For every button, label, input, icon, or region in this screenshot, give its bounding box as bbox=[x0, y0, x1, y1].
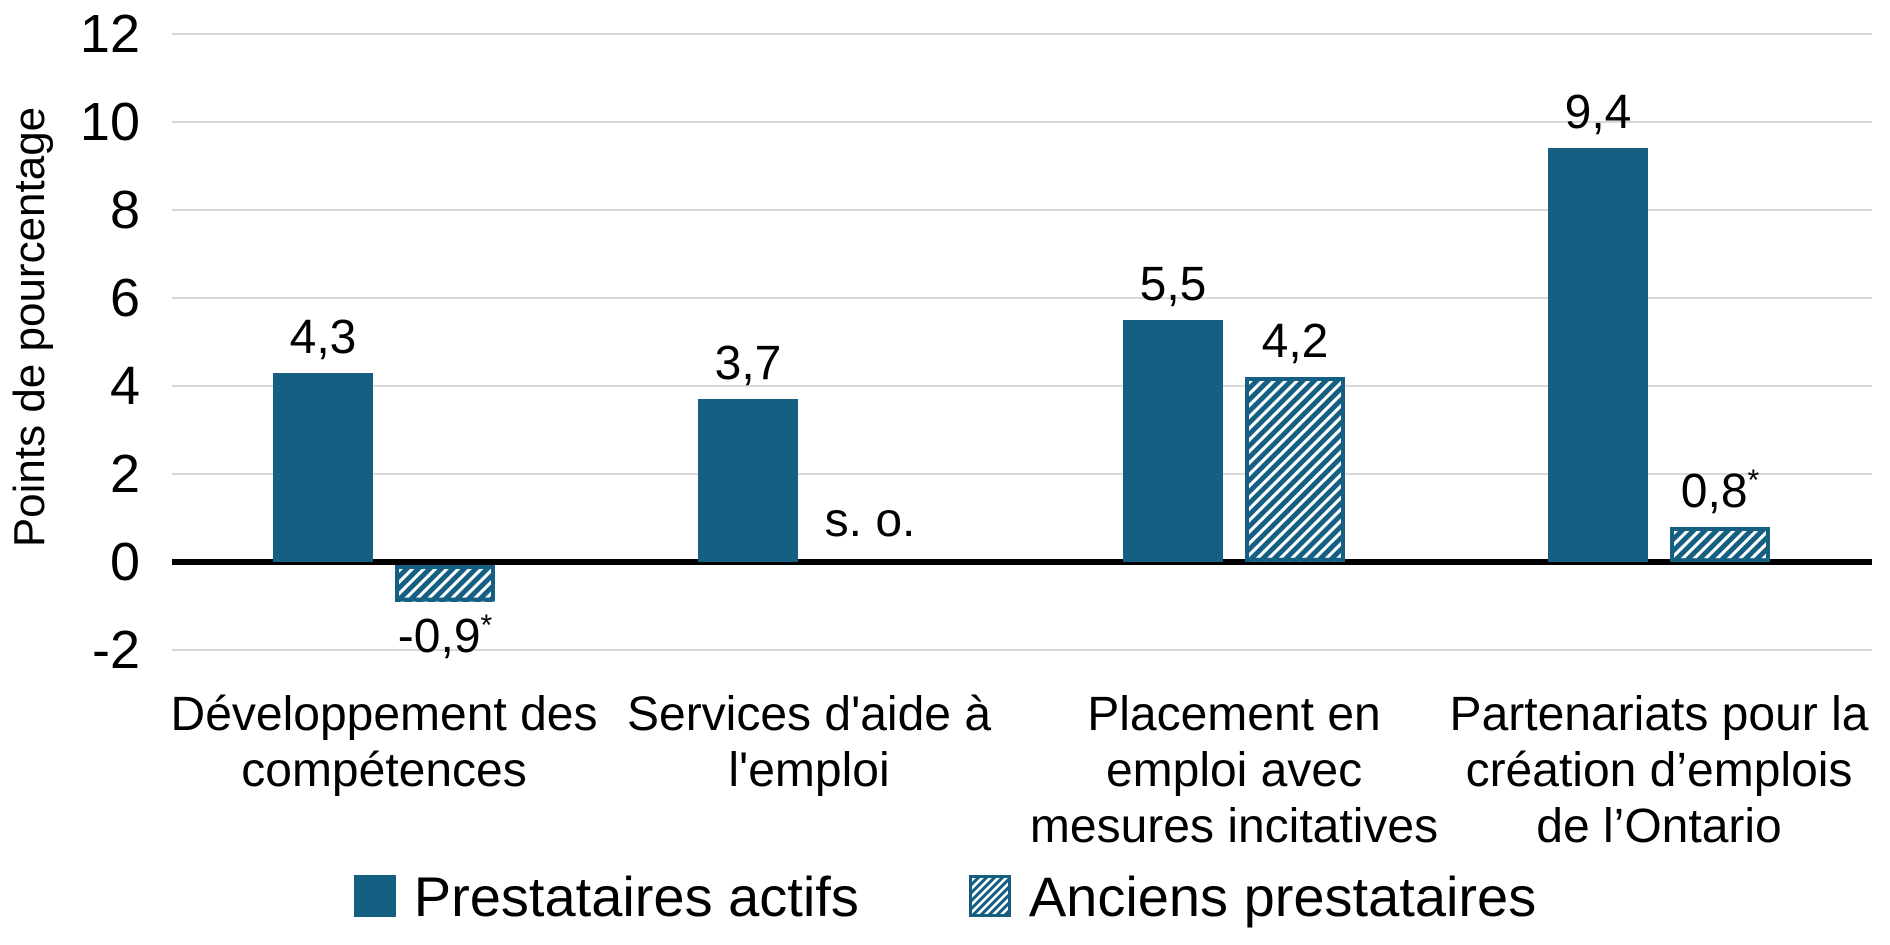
hatch-pattern bbox=[1670, 526, 1770, 562]
y-tick-label: 10 bbox=[79, 92, 140, 152]
x-axis-line bbox=[172, 559, 1872, 565]
y-tick-label: 0 bbox=[109, 532, 140, 592]
category-label-line: Développement des bbox=[170, 688, 598, 741]
gridline bbox=[172, 297, 1872, 299]
hatch-pattern bbox=[1245, 377, 1345, 562]
y-tick-label: 2 bbox=[109, 444, 140, 504]
y-tick-label: 4 bbox=[109, 356, 140, 416]
hatch-pattern bbox=[917, 869, 1066, 923]
significance-asterisk: * bbox=[480, 608, 493, 642]
bar-anciens-prestataires bbox=[1245, 377, 1345, 562]
category-label-line: compétences bbox=[241, 744, 527, 797]
y-tick-label: -2 bbox=[91, 620, 140, 680]
significance-asterisk: * bbox=[1747, 463, 1760, 497]
gridline bbox=[172, 209, 1872, 211]
legend-label: Prestataires actifs bbox=[413, 864, 859, 928]
legend-swatch-solid bbox=[353, 875, 396, 917]
bar-prestataires-actifs bbox=[1123, 320, 1223, 562]
bar-prestataires-actifs bbox=[698, 399, 798, 562]
y-tick-label: 12 bbox=[79, 4, 140, 64]
category-label: Partenariats pour la création d’emplois de… bbox=[1429, 687, 1889, 855]
bar-value-label: 0,8* bbox=[1680, 463, 1760, 518]
bar-value-label: 4,3 bbox=[289, 310, 357, 364]
bar-value-label: 4,2 bbox=[1261, 315, 1329, 369]
bar-anciens-prestataires bbox=[1670, 526, 1770, 562]
legend-item-prestataires-actifs: Prestataires actifs bbox=[353, 864, 859, 929]
bar-anciens-prestataires bbox=[395, 565, 495, 602]
gridline bbox=[172, 473, 1872, 475]
category-label-line: Partenariats pour la bbox=[1449, 688, 1869, 741]
legend: Prestataires actifs Anciens prestataires bbox=[0, 853, 1890, 939]
bar-value-label: -0,9* bbox=[397, 608, 493, 663]
legend-item-anciens-prestataires: Anciens prestataires bbox=[917, 864, 1537, 929]
bar-value-label: 5,5 bbox=[1139, 258, 1207, 311]
category-label: Développement des compétences bbox=[154, 687, 614, 799]
category-label-line: Placement en bbox=[1087, 688, 1381, 741]
category-label: Services d'aide à l'emploi bbox=[579, 687, 1039, 799]
legend-swatch-hatched bbox=[917, 869, 1066, 923]
category-label-line: emploi avec bbox=[1105, 744, 1363, 797]
category-label-line: création d’emplois bbox=[1465, 744, 1853, 797]
y-tick-label: 6 bbox=[109, 268, 140, 328]
bar-value-label: 3,7 bbox=[714, 337, 782, 391]
bar-value-label: 9,4 bbox=[1564, 86, 1632, 140]
category-label-line: de l’Ontario bbox=[1536, 800, 1782, 853]
gridline bbox=[172, 121, 1872, 123]
category-label-line: Services d'aide à bbox=[626, 688, 992, 741]
category-label-line: l'emploi bbox=[728, 744, 890, 797]
gridline bbox=[172, 649, 1872, 651]
category-label-line: mesures incitatives bbox=[1029, 800, 1439, 853]
bar-prestataires-actifs bbox=[1548, 148, 1648, 562]
gridline bbox=[172, 33, 1872, 35]
bar-prestataires-actifs bbox=[273, 372, 373, 562]
na-label: s. o. bbox=[824, 494, 916, 547]
category-label: Placement en emploi avec mesures incitativ… bbox=[1004, 687, 1464, 855]
y-tick-label: 8 bbox=[109, 180, 140, 240]
legend-label: Anciens prestataires bbox=[1028, 864, 1537, 928]
hatch-pattern bbox=[395, 565, 495, 602]
gridline bbox=[172, 385, 1872, 387]
